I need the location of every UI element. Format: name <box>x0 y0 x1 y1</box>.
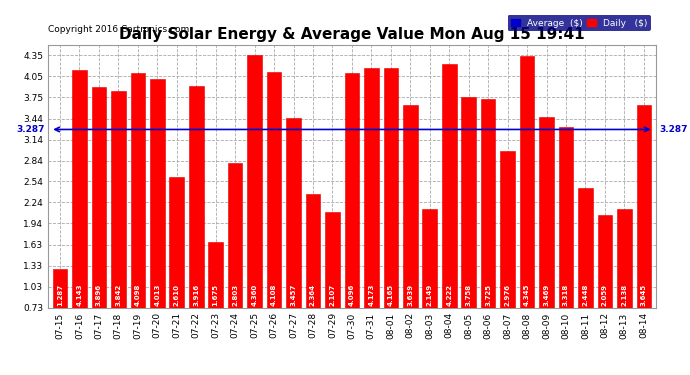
Text: 3.645: 3.645 <box>641 284 647 306</box>
Text: 4.013: 4.013 <box>155 284 160 306</box>
Bar <box>344 73 359 308</box>
Bar <box>617 210 631 308</box>
Bar <box>442 64 457 308</box>
Text: 3.842: 3.842 <box>115 284 121 306</box>
Text: 3.758: 3.758 <box>466 284 472 306</box>
Text: 4.345: 4.345 <box>524 284 530 306</box>
Text: 3.916: 3.916 <box>193 284 199 306</box>
Text: 4.096: 4.096 <box>349 284 355 306</box>
Text: 2.803: 2.803 <box>232 284 238 306</box>
Bar <box>286 118 301 308</box>
Bar <box>325 211 339 308</box>
Text: 4.143: 4.143 <box>77 284 82 306</box>
Text: 3.287: 3.287 <box>660 125 688 134</box>
Text: 1.675: 1.675 <box>213 284 219 306</box>
Text: 3.457: 3.457 <box>290 284 297 306</box>
Text: 3.639: 3.639 <box>407 284 413 306</box>
Text: 2.976: 2.976 <box>504 284 511 306</box>
Bar <box>150 79 165 308</box>
Text: 3.469: 3.469 <box>544 284 549 306</box>
Bar <box>247 55 262 308</box>
Bar <box>500 151 515 308</box>
Bar <box>364 68 379 308</box>
Bar <box>578 188 593 308</box>
Bar <box>72 70 87 308</box>
Bar <box>539 117 554 308</box>
Bar <box>52 269 68 308</box>
Bar <box>520 56 534 308</box>
Bar <box>462 97 476 308</box>
Bar <box>306 194 320 308</box>
Text: 2.610: 2.610 <box>174 284 180 306</box>
Text: 2.364: 2.364 <box>310 284 316 306</box>
Text: 3.896: 3.896 <box>96 284 102 306</box>
Text: 2.448: 2.448 <box>582 284 589 306</box>
Legend: Average  ($), Daily   ($): Average ($), Daily ($) <box>508 15 651 31</box>
Bar <box>208 242 223 308</box>
Bar <box>403 105 417 308</box>
Text: 2.138: 2.138 <box>622 284 627 306</box>
Bar <box>636 105 651 308</box>
Bar <box>559 127 573 308</box>
Text: 2.107: 2.107 <box>329 284 335 306</box>
Bar <box>170 177 184 308</box>
Text: 4.360: 4.360 <box>252 284 257 306</box>
Bar <box>384 68 398 308</box>
Text: 2.149: 2.149 <box>426 284 433 306</box>
Bar <box>598 215 612 308</box>
Bar <box>189 86 204 308</box>
Bar <box>422 209 437 308</box>
Text: 2.059: 2.059 <box>602 284 608 306</box>
Bar <box>267 72 282 308</box>
Bar <box>130 73 145 308</box>
Text: 3.287: 3.287 <box>16 125 44 134</box>
Bar <box>481 99 495 308</box>
Text: Copyright 2016 Cartronics.com: Copyright 2016 Cartronics.com <box>48 25 190 34</box>
Text: 4.173: 4.173 <box>368 284 375 306</box>
Text: 4.165: 4.165 <box>388 284 394 306</box>
Bar <box>92 87 106 308</box>
Text: 4.222: 4.222 <box>446 284 452 306</box>
Bar <box>228 163 242 308</box>
Text: 1.287: 1.287 <box>57 284 63 306</box>
Bar <box>111 91 126 308</box>
Text: 4.108: 4.108 <box>271 284 277 306</box>
Text: 3.318: 3.318 <box>563 284 569 306</box>
Title: Daily Solar Energy & Average Value Mon Aug 15 19:41: Daily Solar Energy & Average Value Mon A… <box>119 27 584 42</box>
Text: 3.725: 3.725 <box>485 284 491 306</box>
Text: 4.098: 4.098 <box>135 284 141 306</box>
